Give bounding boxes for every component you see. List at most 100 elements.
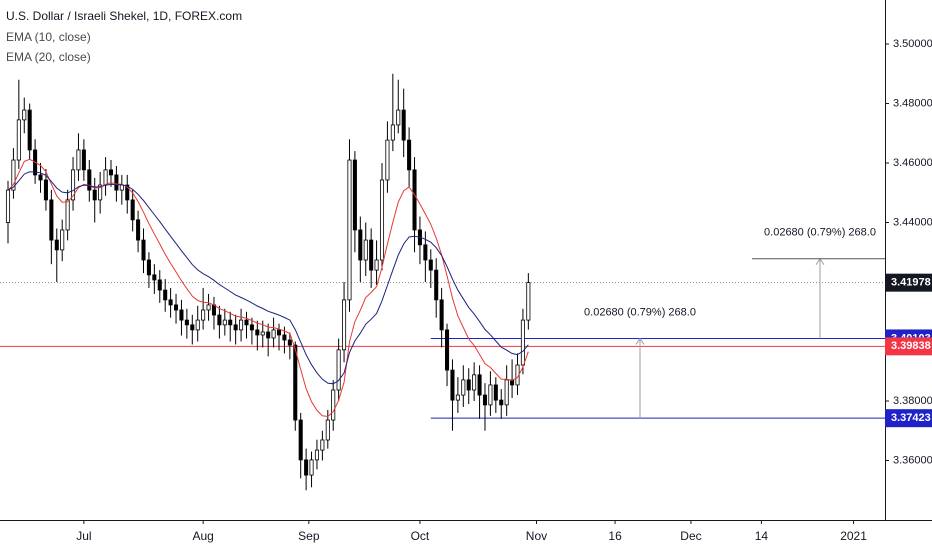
candle-body [347,159,352,301]
candle-body [125,184,130,201]
candle-body [390,124,395,141]
candle-body [16,119,21,161]
candle-body [136,219,141,241]
x-tick-label: Dec [680,529,701,543]
candle-body [38,174,43,181]
candle-body [450,369,455,401]
candle-body [146,259,151,276]
candle-body [249,324,254,331]
x-tick-label: 14 [755,529,769,543]
candle-body [287,339,292,346]
candle-body [54,239,59,251]
x-tick-label: Sep [298,529,320,543]
candle-body [472,374,477,391]
candle-body [81,149,86,171]
y-tick-label: 3.44000 [893,216,932,228]
candle-body [298,419,303,461]
candle-body [27,109,32,151]
x-tick-label: 2021 [840,529,867,543]
candle-body [423,244,428,261]
candle-body [374,259,379,271]
candle-body [114,174,119,191]
measure-arrow [635,337,645,345]
y-tick-label: 3.38000 [893,395,932,407]
candle-body [239,319,244,331]
candle-body [190,324,195,331]
candle-body [244,319,249,326]
candle-body [228,319,233,326]
candle-body [385,139,390,181]
candle-body [407,139,412,171]
candle-body [369,239,374,271]
price-label-box [885,337,932,356]
candle-body [396,109,401,126]
candle-body [184,319,189,326]
candle-body [331,389,336,421]
candle-body [211,304,216,316]
x-tick-label: Jul [76,529,91,543]
candle-body [428,259,433,271]
price-label: 3.39838 [891,340,931,352]
candle-body [108,169,114,176]
candle-body [98,184,103,201]
candle-body [358,229,363,261]
candle-body [477,374,482,396]
candle-body [260,331,265,336]
candle-body [49,199,54,241]
candle-body [455,394,460,401]
y-tick-label: 3.50000 [893,38,932,50]
candle-body [130,199,135,221]
legend-entry: EMA (20, close) [6,50,91,64]
candle-body [526,282,531,321]
candle-body [499,399,504,406]
candle-body [304,459,309,476]
candle-body [282,334,287,341]
candle-body [293,344,298,421]
candle-body [179,309,184,321]
candle-body [320,439,325,451]
price-label: 3.37423 [891,412,931,424]
candle-body [466,379,471,391]
candle-body [504,379,509,406]
price-label-box [885,273,932,292]
x-tick-label: 16 [608,529,622,543]
candle-body [520,319,525,366]
candle-body [461,379,466,396]
candle-body [87,169,92,191]
candle-body [412,169,417,231]
price-label: 3.41978 [891,277,931,289]
candle-body [482,394,488,406]
candle-body [255,329,260,336]
x-tick-label: Oct [411,529,430,543]
price-label-box [885,409,932,428]
candle-body [217,314,222,326]
candle-body [309,459,314,476]
ema-line [7,171,529,385]
candle-body [401,109,406,141]
candle-body [434,269,439,301]
candle-body [266,331,271,339]
candle-body [206,304,211,311]
candle-body [71,169,76,201]
measure-label: 0.02680 (0.79%) 268.0 [764,227,876,239]
candle-body [488,384,493,406]
x-tick-label: Aug [192,529,213,543]
candle-body [222,319,227,326]
legend-entry: EMA (10, close) [6,30,91,44]
candle-body [11,159,16,191]
candle-body [271,329,276,339]
candle-body [43,179,48,201]
candle-body [119,184,124,191]
candle-body [201,309,206,321]
candle-body [233,324,238,331]
candle-body [157,279,162,291]
x-tick-label: Nov [526,529,547,543]
chart-title: U.S. Dollar / Israeli Shekel, 1D, FOREX.… [6,9,242,23]
candle-body [336,349,341,391]
candle-body [379,179,385,261]
candle-body [168,299,173,306]
candle-body [325,419,330,441]
y-tick-label: 3.36000 [893,454,932,466]
